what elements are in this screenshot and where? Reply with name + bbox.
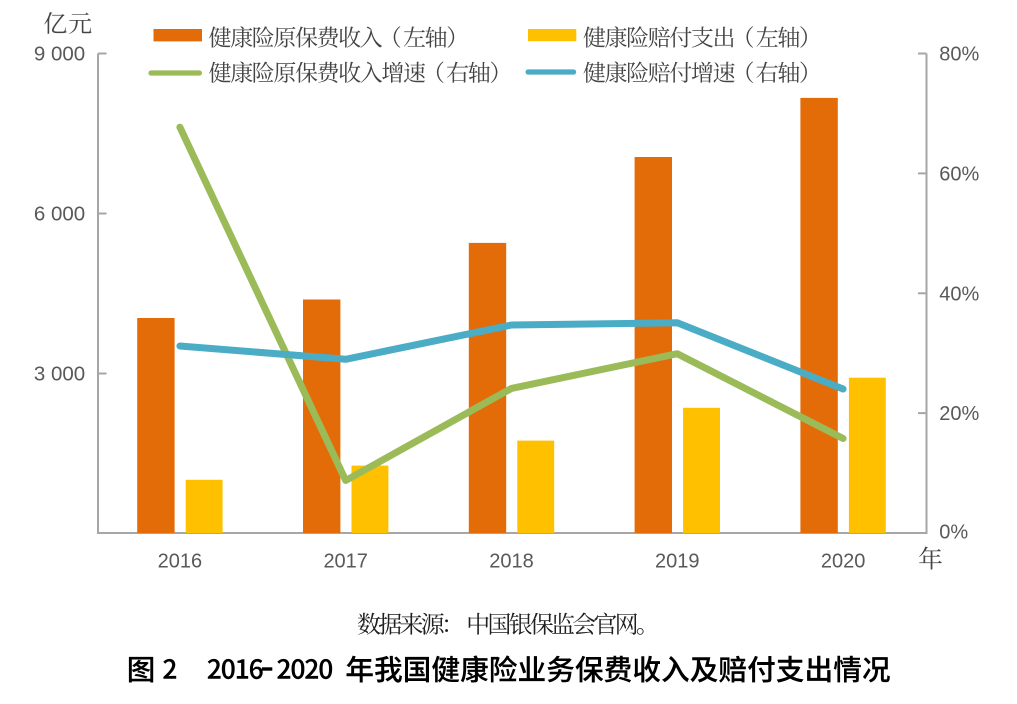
svg-text:20%: 20% <box>939 403 979 425</box>
svg-text:2017: 2017 <box>323 551 368 573</box>
svg-text:2018: 2018 <box>489 551 534 573</box>
svg-text:2019: 2019 <box>655 551 700 573</box>
svg-text:6 000: 6 000 <box>34 203 85 226</box>
svg-text:2016: 2016 <box>158 551 203 573</box>
svg-text:9 000: 9 000 <box>34 43 85 66</box>
svg-text:2020: 2020 <box>821 551 866 573</box>
svg-text:0%: 0% <box>939 522 968 544</box>
svg-text:40%: 40% <box>939 283 979 305</box>
svg-text:60%: 60% <box>939 163 979 185</box>
svg-text:3 000: 3 000 <box>34 363 85 386</box>
svg-text:80%: 80% <box>939 44 979 66</box>
